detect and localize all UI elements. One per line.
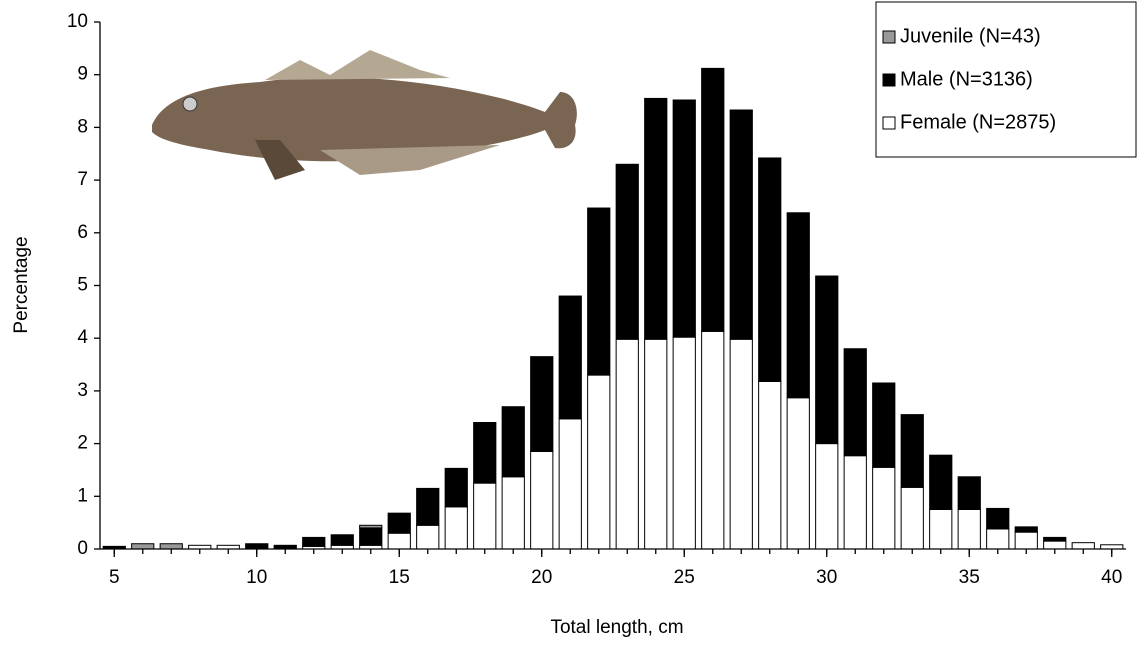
y-axis-title: Percentage: [11, 236, 32, 333]
x-axis-title: Total length, cm: [550, 617, 683, 638]
x-tick-label: 35: [959, 567, 980, 588]
bar-segment: [758, 157, 782, 382]
bar-segment: [1014, 526, 1038, 533]
x-tick-label: 30: [816, 567, 837, 588]
bar-segment: [501, 476, 525, 550]
y-tick-label: 10: [67, 11, 88, 32]
legend: [875, 1, 1137, 158]
bar-segment: [530, 451, 554, 550]
y-tick-label: 7: [77, 169, 88, 190]
bar-segment: [302, 536, 326, 547]
fish-illustration: [152, 50, 577, 180]
fish-eye: [182, 96, 198, 112]
bar-segment: [957, 508, 981, 550]
fish-fin: [320, 145, 500, 175]
x-tick-label: 25: [674, 567, 695, 588]
fish-fin: [255, 140, 305, 180]
bar-segment: [986, 507, 1010, 530]
bar-segment: [473, 482, 497, 550]
bar-segment: [843, 348, 867, 457]
bar-segment: [416, 524, 440, 550]
bar-segment: [444, 506, 468, 550]
bar-segment: [786, 397, 810, 550]
bar-segment: [245, 543, 269, 550]
bar-segment: [587, 374, 611, 550]
x-tick-label: 5: [109, 567, 120, 588]
bar-segment: [558, 418, 582, 550]
y-tick-label: 9: [77, 64, 88, 85]
x-tick-label: 15: [389, 567, 410, 588]
bar-segment: [359, 524, 383, 529]
bar-segment: [644, 338, 668, 550]
bar-segment: [359, 527, 383, 546]
bar-segment: [159, 543, 183, 550]
bar-segment: [929, 454, 953, 510]
bar-segment: [900, 486, 924, 550]
legend-label: Male (N=3136): [900, 68, 1033, 90]
bar-segment: [672, 99, 696, 338]
legend-label: Female (N=2875): [900, 111, 1056, 133]
bar-segment: [615, 338, 639, 550]
bar-segment: [729, 109, 753, 340]
bar-segment: [729, 338, 753, 550]
bar-segment: [929, 508, 953, 550]
bar-segment: [1043, 540, 1067, 550]
bar-segment: [957, 476, 981, 510]
bar-segment: [501, 406, 525, 478]
bar-segment: [986, 528, 1010, 550]
bar-segment: [444, 467, 468, 508]
bar-segment: [387, 512, 411, 534]
bar-segment: [872, 466, 896, 550]
legend-swatch: [882, 30, 896, 44]
bar-segment: [872, 382, 896, 468]
bar-segment: [758, 380, 782, 550]
legend-label: Juvenile (N=43): [900, 25, 1041, 47]
x-tick-label: 20: [531, 567, 552, 588]
y-tick-label: 5: [77, 275, 88, 296]
y-tick-label: 3: [77, 380, 88, 401]
fish-body: [152, 77, 577, 162]
bar-segment: [1071, 542, 1095, 550]
bar-segment: [330, 534, 354, 546]
bar-segment: [701, 330, 725, 550]
y-tick-label: 4: [77, 327, 88, 348]
y-tick-label: 2: [77, 433, 88, 454]
bar-segment: [786, 212, 810, 399]
bar-segment: [1014, 531, 1038, 550]
bar-segment: [473, 422, 497, 484]
x-tick-label: 10: [246, 567, 267, 588]
y-tick-label: 6: [77, 222, 88, 243]
y-tick-label: 0: [77, 538, 88, 559]
bar-segment: [1043, 536, 1067, 542]
bar-segment: [530, 356, 554, 453]
bar-segment: [587, 207, 611, 376]
bar-segment: [900, 414, 924, 488]
x-tick-label: 40: [1101, 567, 1122, 588]
bar-segment: [131, 543, 155, 550]
bar-segment: [558, 295, 582, 420]
bar-segment: [815, 275, 839, 445]
y-tick-label: 8: [77, 116, 88, 137]
bar-segment: [644, 97, 668, 340]
legend-swatch: [882, 116, 896, 130]
bar-segment: [701, 67, 725, 332]
bar-segment: [615, 163, 639, 340]
bar-segment: [416, 487, 440, 526]
legend-swatch: [882, 73, 896, 87]
bar-segment: [672, 336, 696, 550]
y-tick-label: 1: [77, 485, 88, 506]
bar-segment: [815, 443, 839, 550]
bar-segment: [843, 455, 867, 550]
fish-fin: [265, 50, 450, 80]
bar-segment: [387, 532, 411, 550]
